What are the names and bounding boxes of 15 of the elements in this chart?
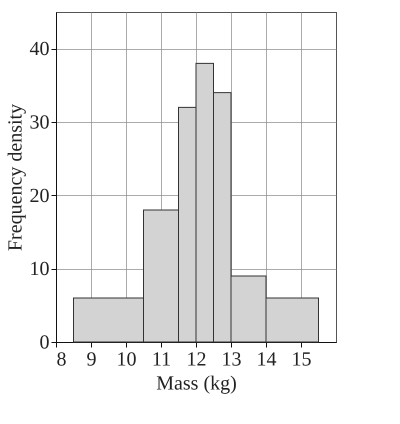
y-tick-label: 20 (30, 184, 50, 207)
x-tick-label: 15 (292, 348, 312, 370)
y-tick-label: 30 (30, 112, 50, 134)
y-tick-label: 0 (40, 332, 50, 354)
x-tick-label: 14 (256, 348, 276, 370)
x-tick-label: 8 (56, 348, 66, 370)
y-axis-title: Frequency density (4, 104, 26, 252)
x-tick-label: 10 (116, 348, 136, 370)
y-tick-label: 40 (30, 38, 50, 60)
x-tick-label: 13 (222, 348, 242, 370)
x-tick-label: 9 (86, 348, 96, 370)
x-axis-title: Mass (kg) (156, 372, 237, 394)
y-tick-label: 10 (30, 258, 50, 280)
x-tick-label: 12 (186, 348, 206, 370)
x-tick-label: 11 (152, 348, 172, 370)
